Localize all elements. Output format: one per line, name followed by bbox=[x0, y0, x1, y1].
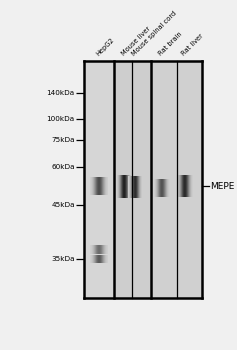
Text: 140kDa: 140kDa bbox=[46, 90, 75, 96]
FancyBboxPatch shape bbox=[84, 61, 114, 298]
Text: 35kDa: 35kDa bbox=[51, 256, 75, 262]
FancyBboxPatch shape bbox=[114, 61, 151, 298]
Text: Mouse liver: Mouse liver bbox=[120, 26, 151, 57]
Text: 100kDa: 100kDa bbox=[46, 116, 75, 122]
Text: Rat brain: Rat brain bbox=[158, 31, 183, 57]
Text: 60kDa: 60kDa bbox=[51, 164, 75, 170]
Text: 45kDa: 45kDa bbox=[51, 202, 75, 208]
Text: Rat liver: Rat liver bbox=[181, 33, 205, 57]
Text: Mouse spinal cord: Mouse spinal cord bbox=[131, 10, 178, 57]
Text: 75kDa: 75kDa bbox=[51, 137, 75, 144]
FancyBboxPatch shape bbox=[151, 61, 202, 298]
Text: HepG2: HepG2 bbox=[95, 37, 115, 57]
Text: MEPE: MEPE bbox=[210, 182, 234, 191]
